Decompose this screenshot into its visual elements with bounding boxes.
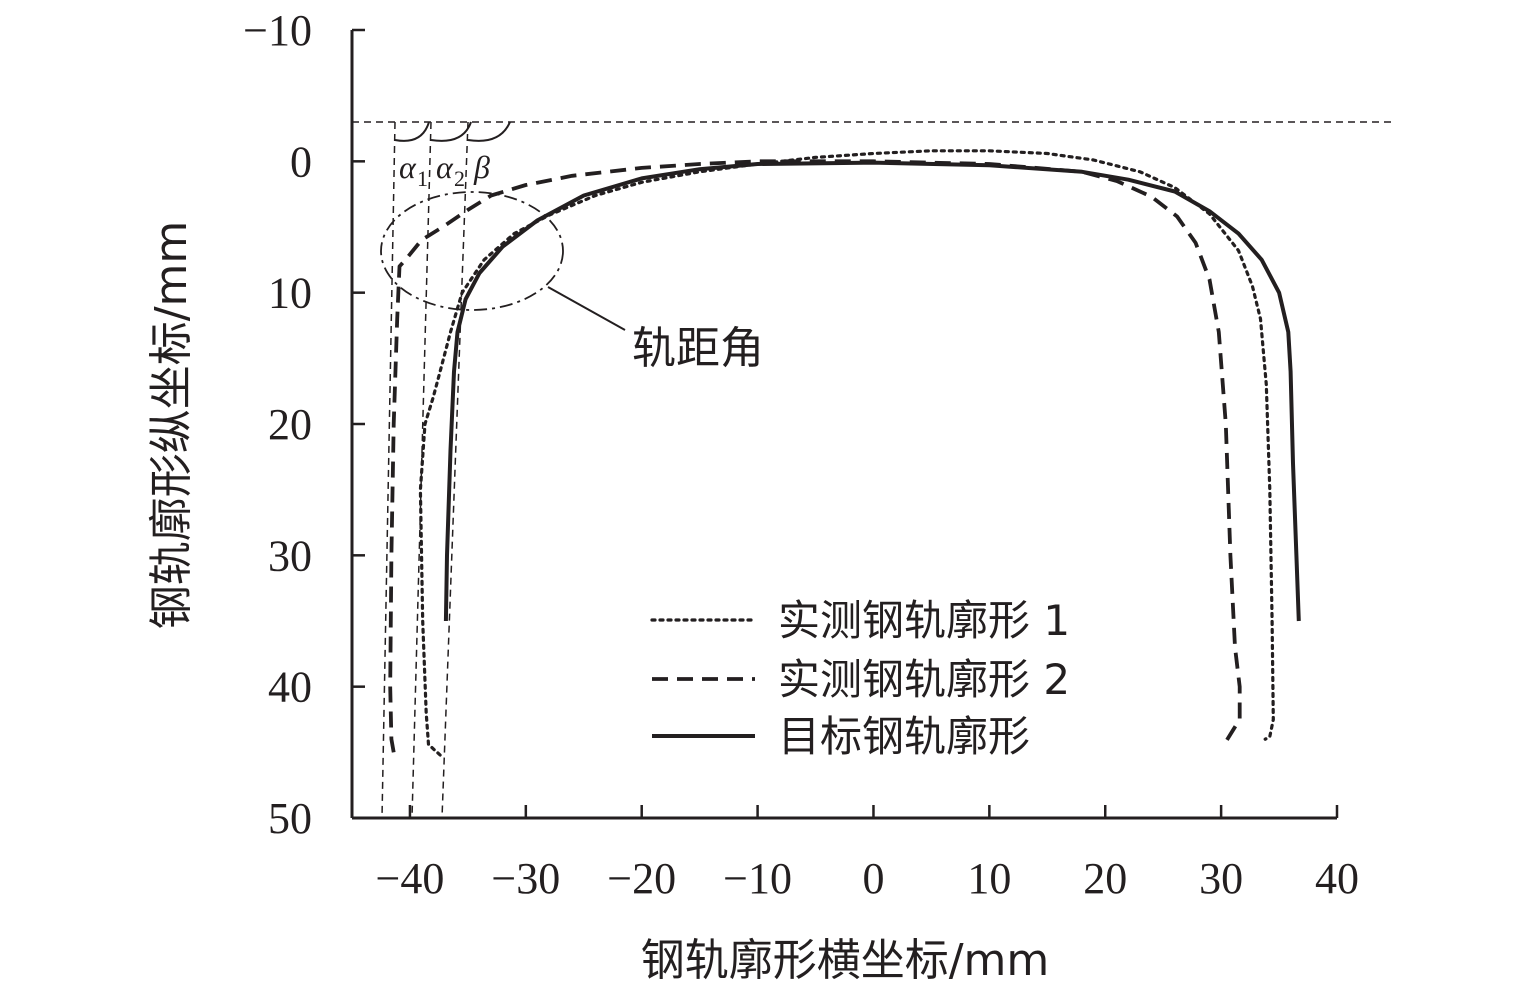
y-tick-label: 30 <box>268 531 312 580</box>
y-tick-label: −10 <box>243 6 312 55</box>
alpha1-subscript: 1 <box>417 166 428 191</box>
series-line-2 <box>388 159 1242 753</box>
alpha2-subscript: 2 <box>454 166 465 191</box>
legend: 实测钢轨廓形 1 实测钢轨廓形 2 目标钢轨廓形 <box>650 596 1070 761</box>
legend-label-2: 实测钢轨廓形 2 <box>778 655 1070 704</box>
series-group <box>388 149 1301 757</box>
x-tick-label: 0 <box>862 854 884 903</box>
x-tick-label: 10 <box>967 854 1011 903</box>
y-tick-label: 20 <box>268 400 312 449</box>
alpha2-arc <box>430 121 472 142</box>
y-tick-label: 10 <box>268 269 312 318</box>
angle-labels: α 1 α 2 β <box>399 149 490 191</box>
alpha1-symbol: α <box>399 149 417 185</box>
series-line-1 <box>418 149 1275 757</box>
y-tick-label: 40 <box>268 663 312 712</box>
beta-reference-line <box>441 121 469 819</box>
x-tick-label: 20 <box>1083 854 1127 903</box>
alpha1-arc <box>394 121 430 142</box>
x-tick-label: −30 <box>491 854 560 903</box>
gauge-corner-leader <box>547 286 626 331</box>
alpha1-reference-line <box>381 121 396 819</box>
x-axis-title: 钢轨廓形横坐标/mm <box>641 935 1050 986</box>
y-axis-title: 钢轨廓形纵坐标/mm <box>146 221 197 630</box>
series-line-3 <box>443 160 1301 622</box>
x-tick-label: 40 <box>1315 854 1359 903</box>
x-tick-label: −10 <box>723 854 792 903</box>
alpha2-symbol: α <box>436 149 454 185</box>
x-tick-label: 30 <box>1199 854 1243 903</box>
legend-label-3: 目标钢轨廓形 <box>778 712 1030 761</box>
axes: −10 0 10 20 30 40 50 −40 −30 −20 −10 0 10 20 30 40 <box>243 6 1359 903</box>
x-tick-label: −40 <box>376 854 445 903</box>
beta-arc <box>467 121 511 142</box>
y-tick-label: 0 <box>290 137 312 186</box>
beta-symbol: β <box>473 149 490 185</box>
gauge-corner-ellipse <box>380 191 564 311</box>
y-tick-label: 50 <box>268 794 312 843</box>
x-tick-label: −20 <box>607 854 676 903</box>
legend-label-1: 实测钢轨廓形 1 <box>778 596 1070 645</box>
gauge-corner-label: 轨距角 <box>632 323 764 374</box>
annotation-group <box>380 191 626 331</box>
